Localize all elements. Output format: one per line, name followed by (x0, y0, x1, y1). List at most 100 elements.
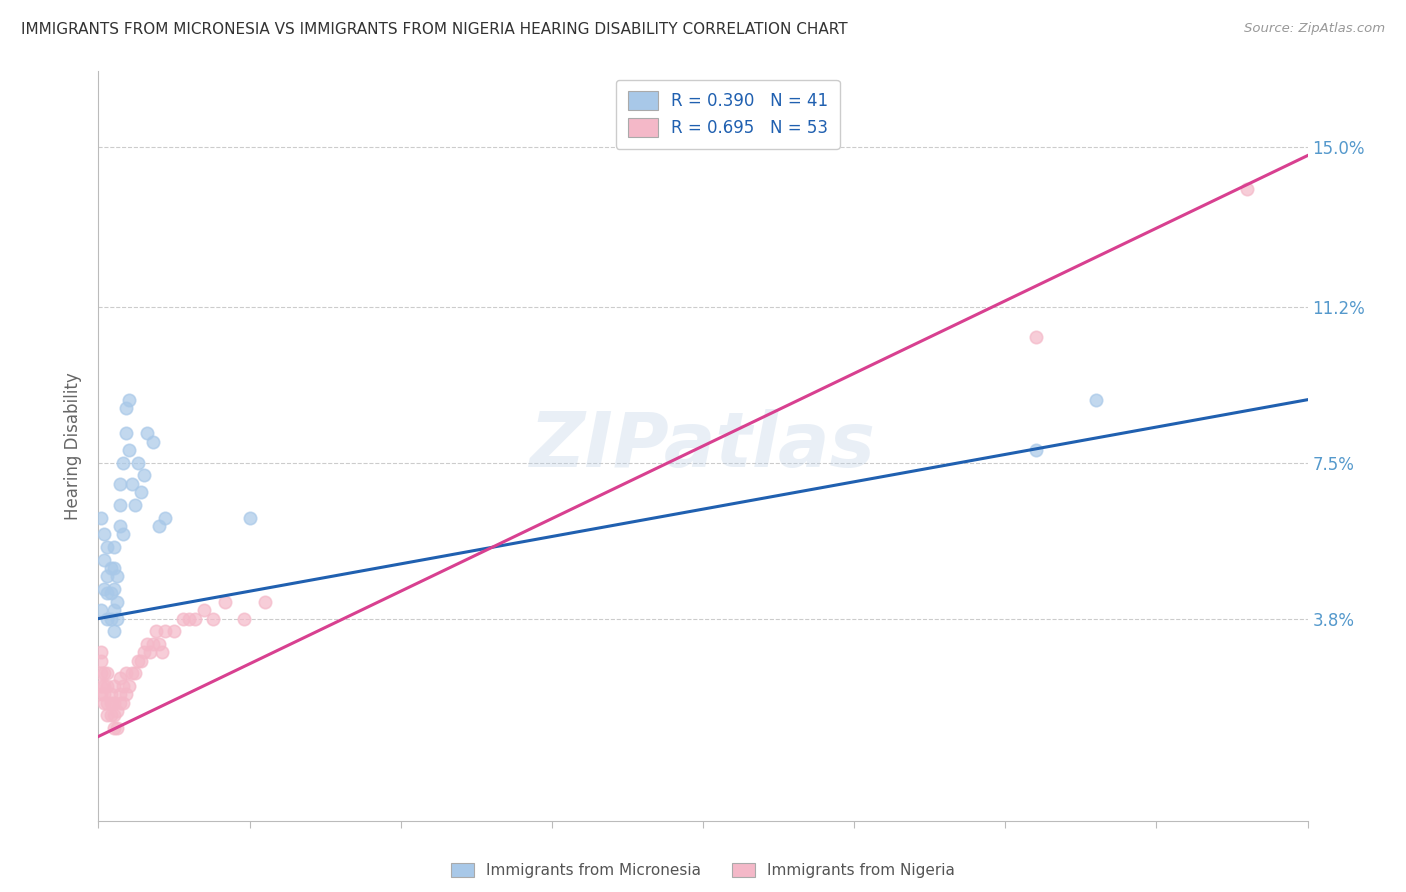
Point (239, 510, 262, 524)
Point (93, 527, 115, 541)
Point (232, 611, 254, 625)
Point (100, 708, 122, 723)
Point (103, 582, 125, 596)
Point (145, 624, 167, 639)
Point (93, 552, 115, 566)
Point (114, 666, 136, 681)
Point (96, 611, 118, 625)
Point (202, 611, 225, 625)
Point (93, 582, 115, 596)
Text: IMMIGRANTS FROM MICRONESIA VS IMMIGRANTS FROM NIGERIA HEARING DISABILITY CORRELA: IMMIGRANTS FROM MICRONESIA VS IMMIGRANTS… (21, 22, 848, 37)
Legend: Immigrants from Micronesia, Immigrants from Nigeria: Immigrants from Micronesia, Immigrants f… (446, 857, 960, 884)
Point (253, 595, 276, 609)
Point (118, 443, 141, 458)
Point (153, 624, 176, 639)
Point (96, 679, 118, 693)
Point (100, 611, 122, 625)
Point (96, 569, 118, 583)
Point (121, 476, 143, 491)
Point (1024, 443, 1046, 458)
Point (114, 687, 136, 701)
Point (111, 456, 134, 470)
Point (127, 456, 149, 470)
Point (108, 519, 131, 533)
Point (118, 392, 141, 407)
Point (1236, 182, 1258, 196)
Point (105, 569, 128, 583)
Point (103, 679, 125, 693)
Point (105, 704, 128, 718)
Point (114, 426, 136, 441)
Point (103, 540, 125, 554)
Point (132, 468, 155, 483)
Point (96, 540, 118, 554)
Point (148, 637, 170, 651)
Point (118, 679, 141, 693)
Point (193, 603, 215, 617)
Point (124, 666, 146, 681)
Point (103, 561, 125, 575)
Point (142, 637, 165, 651)
Point (132, 645, 155, 659)
Point (90, 603, 112, 617)
Point (90, 687, 112, 701)
Point (108, 687, 131, 701)
Point (179, 611, 201, 625)
Point (111, 527, 134, 541)
Point (90, 679, 112, 693)
Point (105, 611, 128, 625)
Legend: R = 0.390   N = 41, R = 0.695   N = 53: R = 0.390 N = 41, R = 0.695 N = 53 (616, 79, 839, 149)
Point (103, 721, 125, 735)
Point (105, 721, 128, 735)
Y-axis label: Hearing Disability: Hearing Disability (65, 372, 83, 520)
Text: ZIPatlas: ZIPatlas (530, 409, 876, 483)
Point (111, 679, 134, 693)
Point (214, 595, 236, 609)
Point (148, 519, 170, 533)
Text: Source: ZipAtlas.com: Source: ZipAtlas.com (1244, 22, 1385, 36)
Point (108, 696, 131, 710)
Point (163, 624, 186, 639)
Point (1085, 392, 1108, 407)
Point (142, 434, 165, 449)
Point (103, 708, 125, 723)
Point (108, 498, 131, 512)
Point (100, 586, 122, 600)
Point (100, 696, 122, 710)
Point (1024, 329, 1046, 343)
Point (139, 645, 162, 659)
Point (124, 498, 146, 512)
Point (96, 666, 118, 681)
Point (111, 696, 134, 710)
Point (96, 586, 118, 600)
Point (127, 654, 149, 668)
Point (100, 561, 122, 575)
Point (90, 645, 112, 659)
Point (108, 476, 131, 491)
Point (100, 687, 122, 701)
Point (135, 426, 157, 441)
Point (96, 696, 118, 710)
Point (103, 696, 125, 710)
Point (90, 510, 112, 524)
Point (150, 645, 173, 659)
Point (93, 687, 115, 701)
Point (105, 595, 128, 609)
Point (172, 611, 194, 625)
Point (103, 624, 125, 639)
Point (108, 671, 131, 685)
Point (114, 401, 136, 416)
Point (96, 708, 118, 723)
Point (93, 666, 115, 681)
Point (129, 654, 152, 668)
Point (121, 666, 143, 681)
Point (90, 666, 112, 681)
Point (93, 679, 115, 693)
Point (184, 611, 207, 625)
Point (103, 603, 125, 617)
Point (129, 485, 152, 500)
Point (90, 654, 112, 668)
Point (153, 510, 176, 524)
Point (135, 637, 157, 651)
Point (93, 696, 115, 710)
